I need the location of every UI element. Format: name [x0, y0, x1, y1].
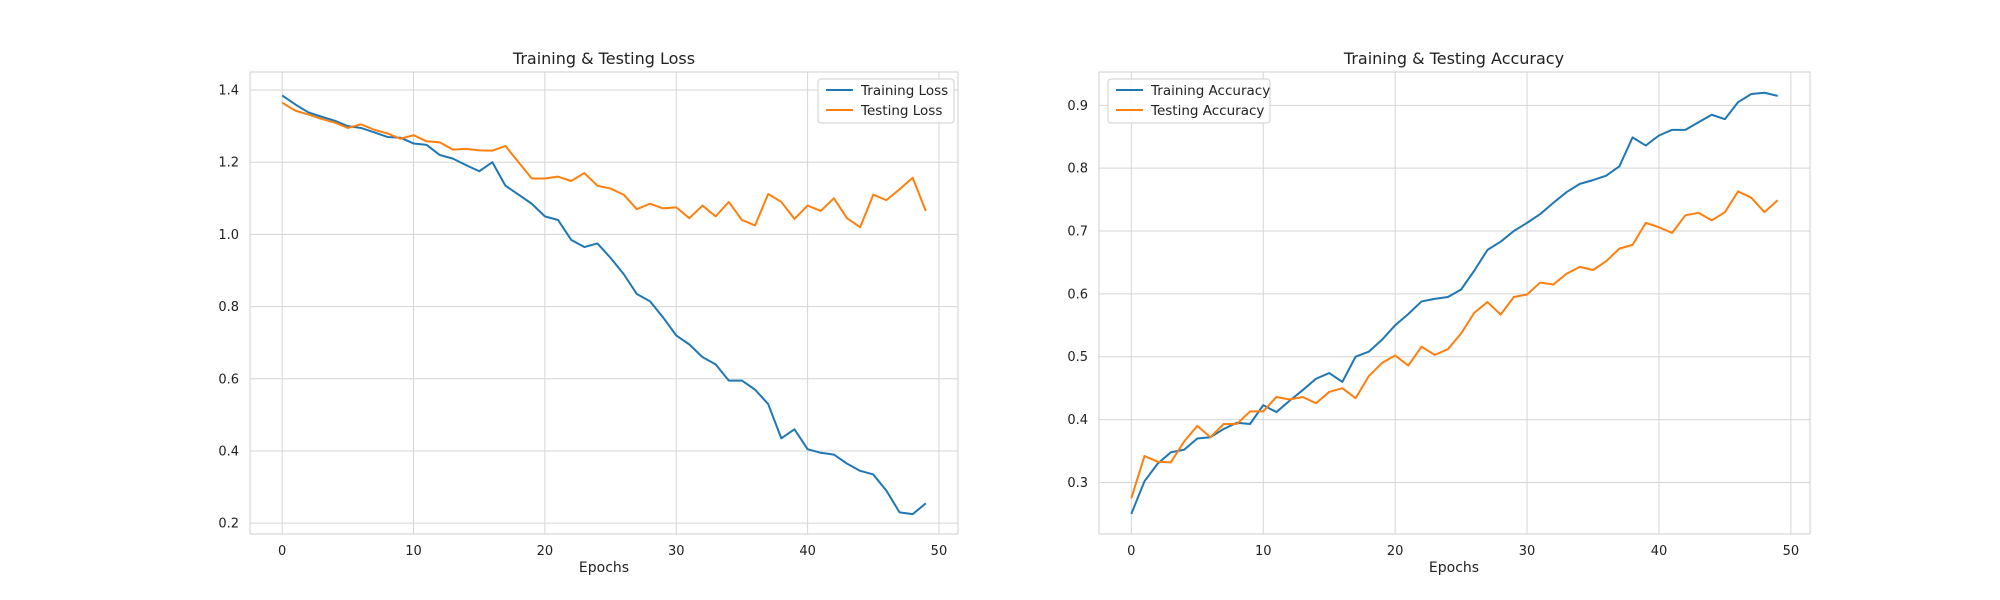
loss-x-tick-label: 0 [278, 544, 286, 559]
loss-legend-label-training: Training Loss [860, 83, 948, 99]
accuracy-plot-area: 0 10 20 30 40 50 0.3 0.4 0.5 0.6 0.7 0.8 0.9 [1067, 71, 1811, 559]
accuracy-y-tick-label: 0.9 [1067, 99, 1088, 114]
loss-chart: Training & Testing Loss 0 10 20 30 40 50 0.2 0.… [218, 49, 959, 576]
loss-y-tick-label: 1.0 [218, 228, 239, 243]
accuracy-series-line-testing [1130, 190, 1779, 499]
accuracy-legend-frame [1107, 78, 1271, 124]
loss-y-tick-label: 0.4 [218, 444, 239, 459]
loss-x-tick-label: 10 [405, 544, 422, 559]
loss-x-tick-label: 20 [537, 544, 554, 559]
loss-series-line-testing [281, 101, 927, 229]
loss-x-tick-label: 30 [668, 544, 685, 559]
accuracy-x-tick-label: 0 [1127, 544, 1135, 559]
accuracy-y-tick-label: 0.7 [1067, 225, 1088, 240]
loss-y-tick-label: 0.8 [218, 300, 239, 315]
accuracy-y-tick-label: 0.3 [1067, 476, 1088, 491]
loss-x-tick-label: 50 [931, 544, 948, 559]
accuracy-legend: Training Accuracy Testing Accuracy [1107, 78, 1271, 124]
accuracy-x-tick-label: 20 [1387, 544, 1404, 559]
accuracy-legend-label-testing: Testing Accuracy [1150, 103, 1264, 119]
accuracy-chart: Training & Testing Accuracy 0 10 20 30 40 500… [1067, 49, 1811, 576]
accuracy-chart-title: Training & Testing Accuracy [1343, 49, 1564, 68]
loss-series-line-training [281, 94, 927, 516]
accuracy-x-tick-label: 50 [1783, 544, 1800, 559]
loss-chart-title: Training & Testing Loss [512, 49, 695, 68]
accuracy-axes-frame [1098, 71, 1811, 535]
accuracy-y-tick-label: 0.6 [1067, 287, 1088, 302]
accuracy-x-tick-label: 30 [1519, 544, 1536, 559]
accuracy-x-axis-label: Epochs [1429, 560, 1479, 576]
loss-y-tick-label: 1.4 [218, 84, 239, 99]
loss-legend-label-testing: Testing Loss [860, 103, 942, 119]
accuracy-legend-label-training: Training Accuracy [1150, 83, 1270, 99]
loss-x-tick-label: 40 [799, 544, 816, 559]
loss-x-axis-label: Epochs [579, 560, 629, 576]
loss-y-tick-label: 0.6 [218, 372, 239, 387]
accuracy-y-tick-label: 0.8 [1067, 162, 1088, 177]
accuracy-y-tick-label: 0.5 [1067, 350, 1088, 365]
loss-legend: Training Loss Testing Loss [817, 78, 955, 124]
loss-y-tick-label: 1.2 [218, 156, 239, 171]
accuracy-y-tick-label: 0.4 [1067, 413, 1088, 428]
loss-axes-frame [249, 71, 959, 535]
accuracy-x-tick-label: 40 [1651, 544, 1668, 559]
loss-y-tick-label: 0.2 [218, 517, 239, 532]
accuracy-x-tick-label: 10 [1255, 544, 1272, 559]
